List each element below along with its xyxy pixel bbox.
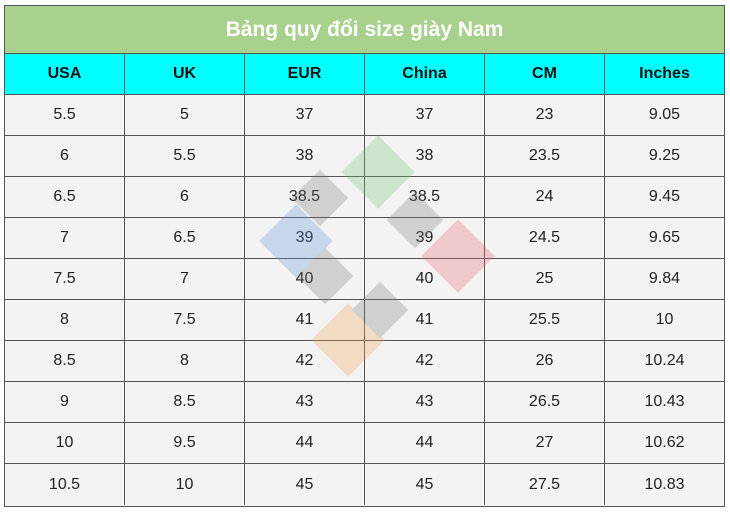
cell-usa: 10.5 bbox=[5, 464, 125, 505]
cell-uk: 8 bbox=[125, 341, 245, 381]
cell-eur: 41 bbox=[245, 300, 365, 340]
cell-cm: 25 bbox=[485, 259, 605, 299]
cell-china: 45 bbox=[365, 464, 485, 505]
header-cm: CM bbox=[485, 54, 605, 94]
table-row: 8.5 8 42 42 26 10.24 bbox=[5, 341, 724, 382]
cell-usa: 8.5 bbox=[5, 341, 125, 381]
cell-china: 37 bbox=[365, 95, 485, 135]
cell-inches: 10.62 bbox=[644, 434, 685, 451]
cell-cm: 24.5 bbox=[485, 218, 605, 258]
cell-china: 43 bbox=[365, 382, 485, 422]
table-row: 5.5 5 37 37 23 9.05 bbox=[5, 95, 724, 136]
table-row: 7.5 7 40 40 25 9.84 bbox=[5, 259, 724, 300]
cell-cm: 26.5 bbox=[485, 382, 605, 422]
cell-usa: 6.5 bbox=[5, 177, 125, 217]
table-row: 6 5.5 38 38 23.5 9.25 bbox=[5, 136, 724, 177]
cell-usa: 8 bbox=[5, 300, 125, 340]
cell-eur: 37 bbox=[245, 95, 365, 135]
cell-uk: 10 bbox=[125, 464, 245, 505]
cell-eur: 42 bbox=[245, 341, 365, 381]
cell-china: 44 bbox=[365, 423, 485, 463]
table-row: 7 6.5 39 39 24.5 9.65 bbox=[5, 218, 724, 259]
cell-eur: 44 bbox=[245, 423, 365, 463]
cell-china: 41 bbox=[365, 300, 485, 340]
table-row: 9 8.5 43 43 26.5 10.43 bbox=[5, 382, 724, 423]
table-row: 8 7.5 41 41 25.5 10 bbox=[5, 300, 724, 341]
cell-china: 40 bbox=[365, 259, 485, 299]
cell-eur: 38.5 bbox=[245, 177, 365, 217]
cell-eur: 38 bbox=[245, 136, 365, 176]
header-inches: Inches bbox=[639, 65, 690, 82]
cell-inches: 9.65 bbox=[648, 229, 681, 246]
header-eur: EUR bbox=[245, 54, 365, 94]
cell-inches: 9.45 bbox=[648, 188, 681, 205]
cell-eur: 45 bbox=[245, 464, 365, 505]
cell-usa: 10 bbox=[5, 423, 125, 463]
cell-eur: 40 bbox=[245, 259, 365, 299]
cell-inches: 10 bbox=[655, 311, 674, 328]
cell-uk: 7 bbox=[125, 259, 245, 299]
cell-cm: 23.5 bbox=[485, 136, 605, 176]
cell-inches: 10.83 bbox=[644, 475, 685, 493]
cell-usa: 5.5 bbox=[5, 95, 125, 135]
cell-uk: 6.5 bbox=[125, 218, 245, 258]
cell-uk: 7.5 bbox=[125, 300, 245, 340]
size-conversion-table: Bảng quy đổi size giày Nam USA UK EUR Ch… bbox=[4, 5, 725, 507]
cell-china: 38 bbox=[365, 136, 485, 176]
cell-china: 39 bbox=[365, 218, 485, 258]
cell-inches: 9.84 bbox=[648, 270, 681, 287]
cell-uk: 8.5 bbox=[125, 382, 245, 422]
cell-cm: 27 bbox=[485, 423, 605, 463]
cell-usa: 9 bbox=[5, 382, 125, 422]
cell-cm: 25.5 bbox=[485, 300, 605, 340]
cell-eur: 39 bbox=[245, 218, 365, 258]
cell-cm: 23 bbox=[485, 95, 605, 135]
cell-cm: 24 bbox=[485, 177, 605, 217]
cell-inches: 10.24 bbox=[644, 352, 685, 369]
cell-china: 42 bbox=[365, 341, 485, 381]
cell-uk: 6 bbox=[125, 177, 245, 217]
cell-inches: 9.25 bbox=[648, 147, 681, 164]
cell-usa: 7 bbox=[5, 218, 125, 258]
table-body: 5.5 5 37 37 23 9.05 6 5.5 38 38 23.5 9.25 6.5 6 38.5 38… bbox=[5, 95, 724, 505]
table-row: 6.5 6 38.5 38.5 24 9.45 bbox=[5, 177, 724, 218]
cell-cm: 26 bbox=[485, 341, 605, 381]
cell-inches: 10.43 bbox=[644, 393, 685, 410]
table-row: 10.5 10 45 45 27.5 10.83 bbox=[5, 464, 724, 505]
cell-cm: 27.5 bbox=[485, 464, 605, 505]
header-row: USA UK EUR China CM Inches bbox=[5, 54, 724, 95]
cell-inches: 9.05 bbox=[648, 106, 681, 123]
cell-uk: 9.5 bbox=[125, 423, 245, 463]
table-title: Bảng quy đổi size giày Nam bbox=[5, 6, 724, 54]
cell-uk: 5 bbox=[125, 95, 245, 135]
header-usa: USA bbox=[5, 54, 125, 94]
cell-china: 38.5 bbox=[365, 177, 485, 217]
cell-eur: 43 bbox=[245, 382, 365, 422]
header-uk: UK bbox=[125, 54, 245, 94]
cell-uk: 5.5 bbox=[125, 136, 245, 176]
header-china: China bbox=[365, 54, 485, 94]
cell-usa: 6 bbox=[5, 136, 125, 176]
cell-usa: 7.5 bbox=[5, 259, 125, 299]
table-row: 10 9.5 44 44 27 10.62 bbox=[5, 423, 724, 464]
